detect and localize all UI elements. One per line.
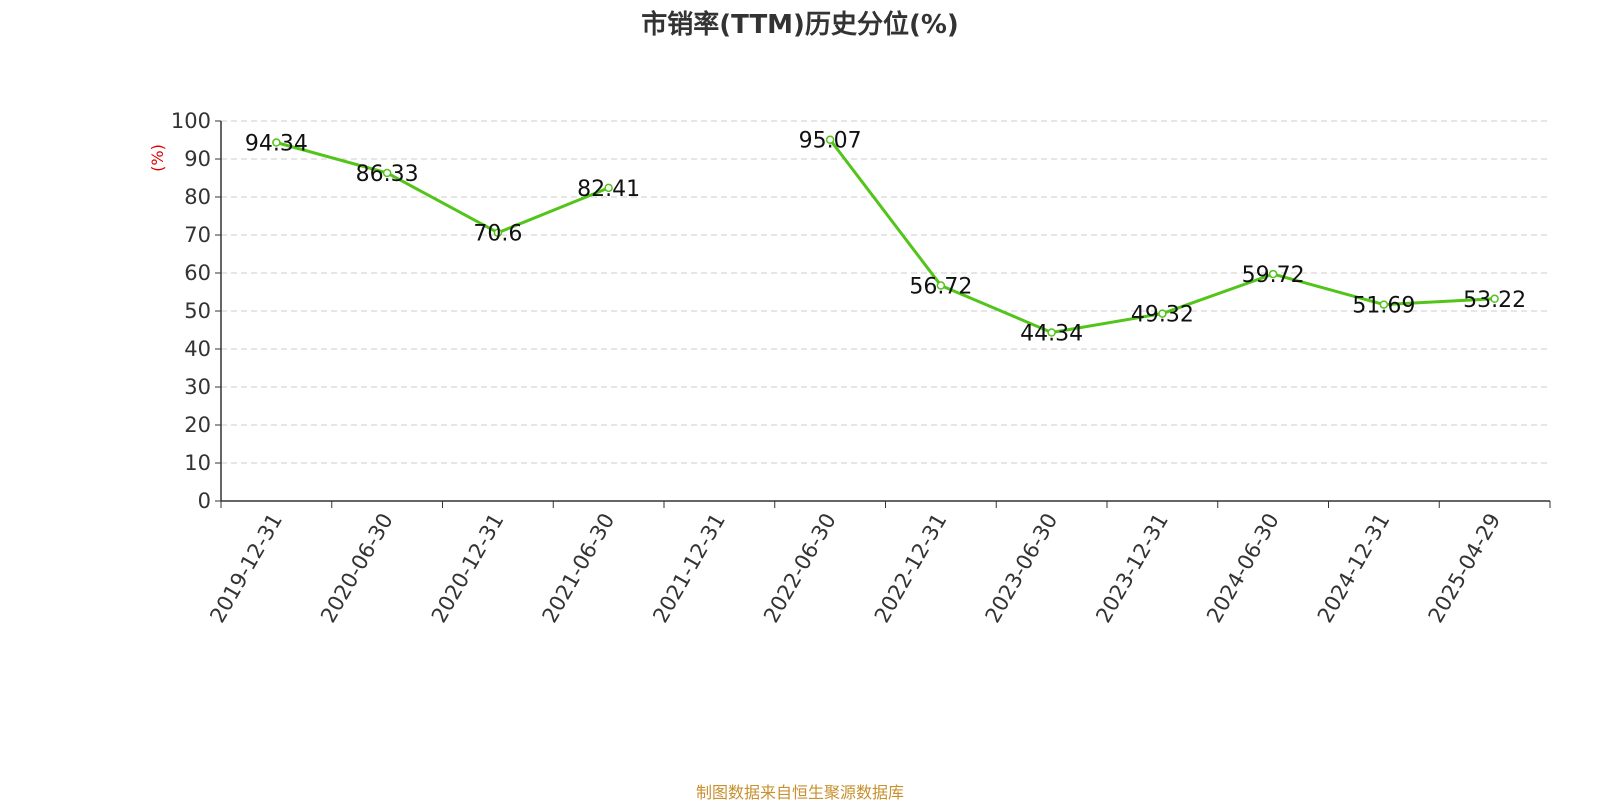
y-tick-label: 100: [171, 109, 211, 133]
x-tick-label: 2020-12-31: [427, 509, 509, 627]
data-label: 82.41: [577, 177, 640, 202]
x-tick-label: 2023-12-31: [1091, 509, 1173, 627]
grid-lines: [221, 120, 1550, 464]
y-tick-label: 10: [184, 451, 211, 475]
data-label: 95.07: [799, 129, 862, 154]
data-label: 70.6: [473, 222, 522, 247]
series-line: [275, 141, 610, 235]
y-tick-label: 40: [184, 337, 211, 361]
y-tick-label: 70: [184, 223, 211, 247]
x-tick-label: 2022-12-31: [870, 509, 952, 627]
data-point: [272, 138, 281, 147]
data-point: [1268, 269, 1278, 279]
y-tick-label: 0: [198, 489, 211, 513]
data-label: 51.69: [1352, 294, 1415, 319]
data-point: [1047, 328, 1056, 337]
source-note: 制图数据来自恒生聚源数据库: [695, 783, 904, 802]
x-tick-label: 2023-06-30: [981, 509, 1063, 627]
data-point: [604, 183, 613, 193]
data-label: 86.33: [356, 162, 419, 187]
series: [272, 135, 1499, 337]
x-tick-label: 2025-04-29: [1424, 509, 1506, 627]
data-label: 44.34: [1020, 322, 1083, 347]
y-axis-unit: (%): [148, 144, 167, 172]
x-tick-label: 2024-12-31: [1313, 509, 1395, 627]
y-tick-label: 50: [184, 299, 211, 323]
y-tick-label: 80: [184, 185, 211, 209]
data-label: 59.72: [1242, 263, 1305, 288]
data-point: [825, 135, 835, 144]
data-point: [1490, 294, 1499, 304]
data-label: 94.34: [245, 132, 308, 157]
y-tick-label: 60: [184, 261, 211, 285]
data-label: 53.22: [1463, 288, 1526, 313]
data-labels: 94.34 86.33 70.6 82.41 95.07 56.72 44.34 49.32 5…: [245, 129, 1526, 347]
x-tick-label: 2021-06-30: [538, 509, 620, 627]
data-point: [382, 168, 392, 178]
chart-title: 市销率(TTM)历史分位(%): [641, 10, 959, 40]
data-point: [1158, 309, 1167, 318]
x-tick-label: 2022-06-30: [759, 509, 841, 627]
y-tick-label: 90: [184, 147, 211, 171]
x-tick-label: 2024-06-30: [1202, 509, 1284, 627]
x-tick-label: 2020-06-30: [316, 509, 398, 627]
data-label: 56.72: [909, 274, 972, 299]
data-label: 49.32: [1131, 303, 1194, 328]
y-tick-label: 30: [184, 375, 211, 399]
y-tick-label: 20: [184, 413, 211, 437]
data-point: [1379, 300, 1389, 309]
x-tick-label: 2021-12-31: [648, 509, 730, 627]
data-point: [493, 228, 503, 237]
data-point: [936, 281, 946, 290]
x-tick-label: 2019-12-31: [205, 509, 287, 627]
